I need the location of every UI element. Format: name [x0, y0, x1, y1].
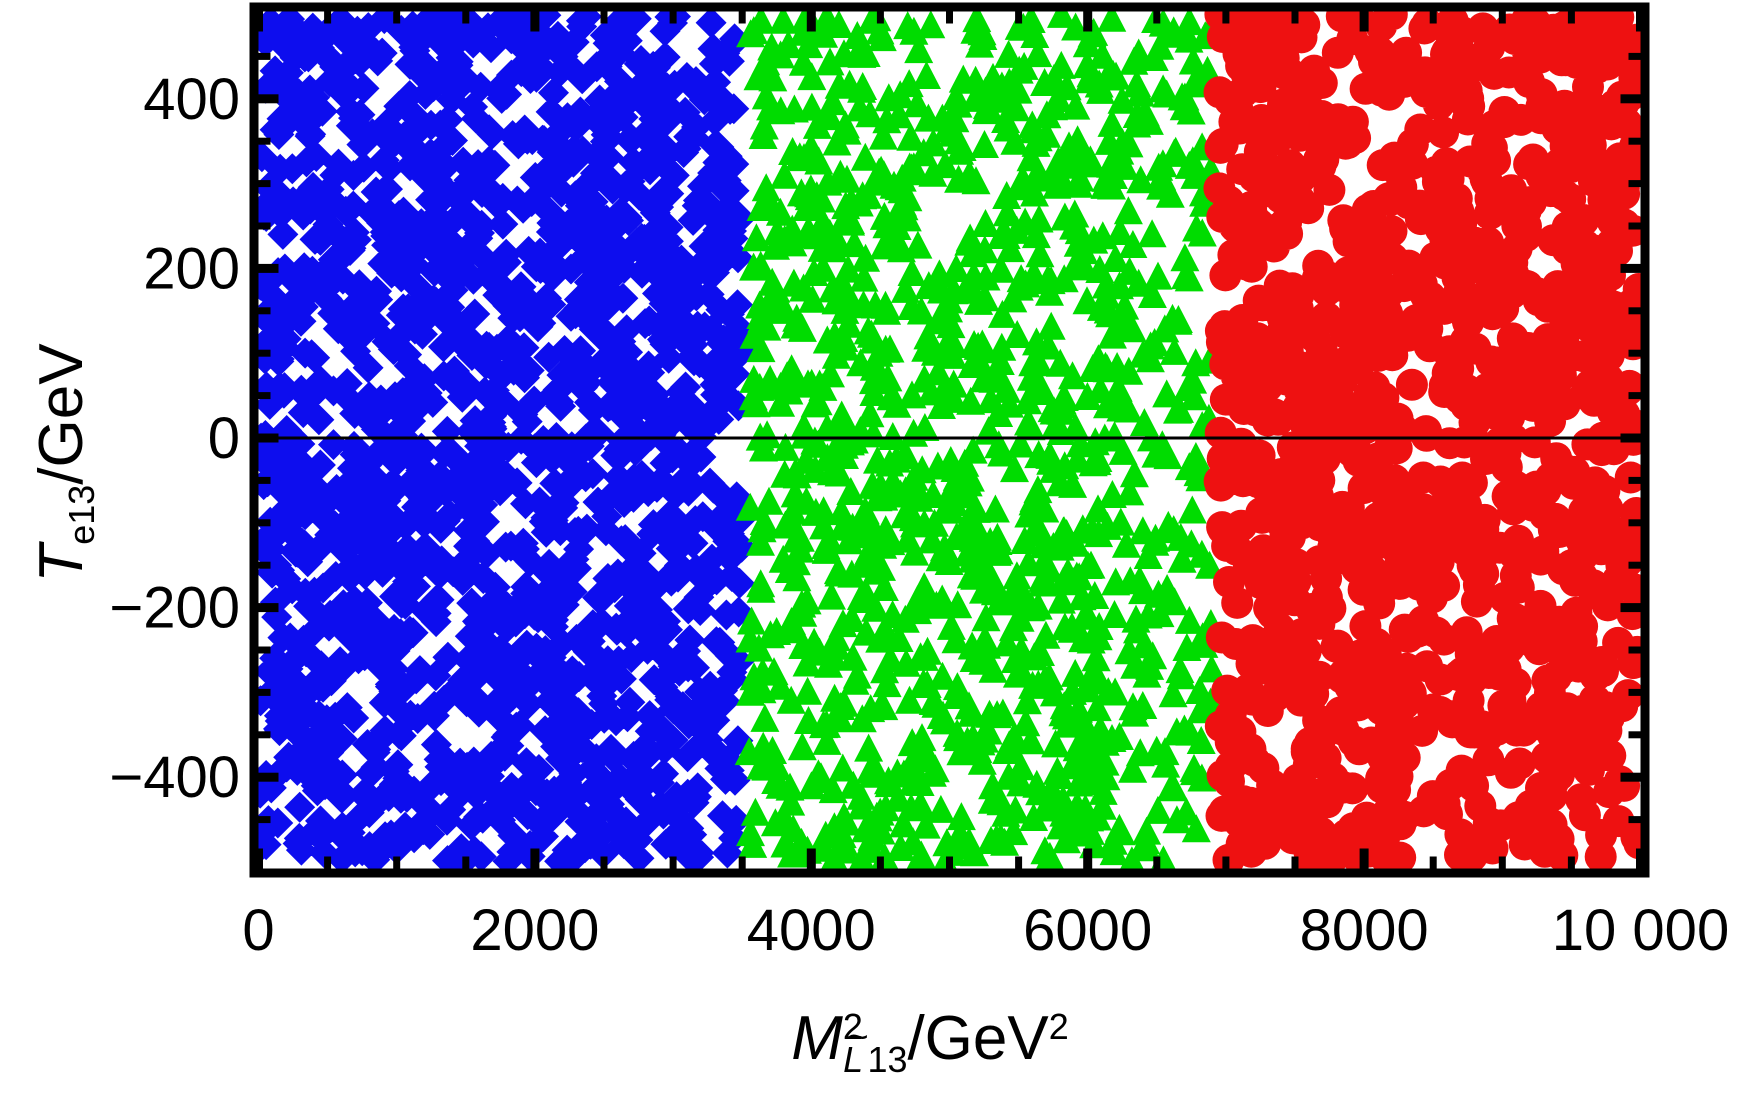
x-tick-label-6000: 6000 — [1023, 898, 1152, 963]
x-tick-label-0: 0 — [242, 898, 274, 963]
x-axis-superscript: 2 — [842, 1006, 863, 1048]
y-tick-label--200: −200 — [109, 576, 240, 641]
scatter-series-group — [258, 11, 1641, 869]
x-tick-label-4000: 4000 — [747, 898, 876, 963]
x-axis-subscript: L ~13 — [843, 1016, 908, 1080]
x-axis-unit: /GeV — [907, 1004, 1049, 1073]
y-tick-label-400: 400 — [143, 67, 240, 132]
y-tick-label-200: 200 — [143, 236, 240, 301]
y-axis-label: Te13/GeV — [27, 343, 102, 582]
x-tick-label-10000: 10 000 — [1552, 898, 1729, 963]
series-green-triangle-band — [734, 11, 1227, 869]
x-tick-label-2000: 2000 — [470, 898, 599, 963]
x-axis-unit-superscript: 2 — [1048, 1006, 1069, 1048]
y-axis-subscript: e13 — [60, 484, 102, 545]
series-blue-diamond-band — [258, 11, 758, 869]
x-tick-label-8000: 8000 — [1300, 898, 1429, 963]
y-axis-unit: /GeV — [27, 343, 96, 485]
series-red-circle-band — [1203, 11, 1641, 869]
y-tick-label-0: 0 — [208, 406, 240, 471]
x-axis-variable: M — [791, 1004, 843, 1073]
y-axis-variable: T — [27, 544, 96, 583]
plot-frame — [249, 2, 1650, 878]
tilde-accent: ~ — [847, 1016, 869, 1058]
x-axis-label: M2L ~13/GeV2 — [791, 1006, 1069, 1078]
tick-marks — [254, 11, 1645, 869]
y-tick-label--400: −400 — [109, 745, 240, 810]
